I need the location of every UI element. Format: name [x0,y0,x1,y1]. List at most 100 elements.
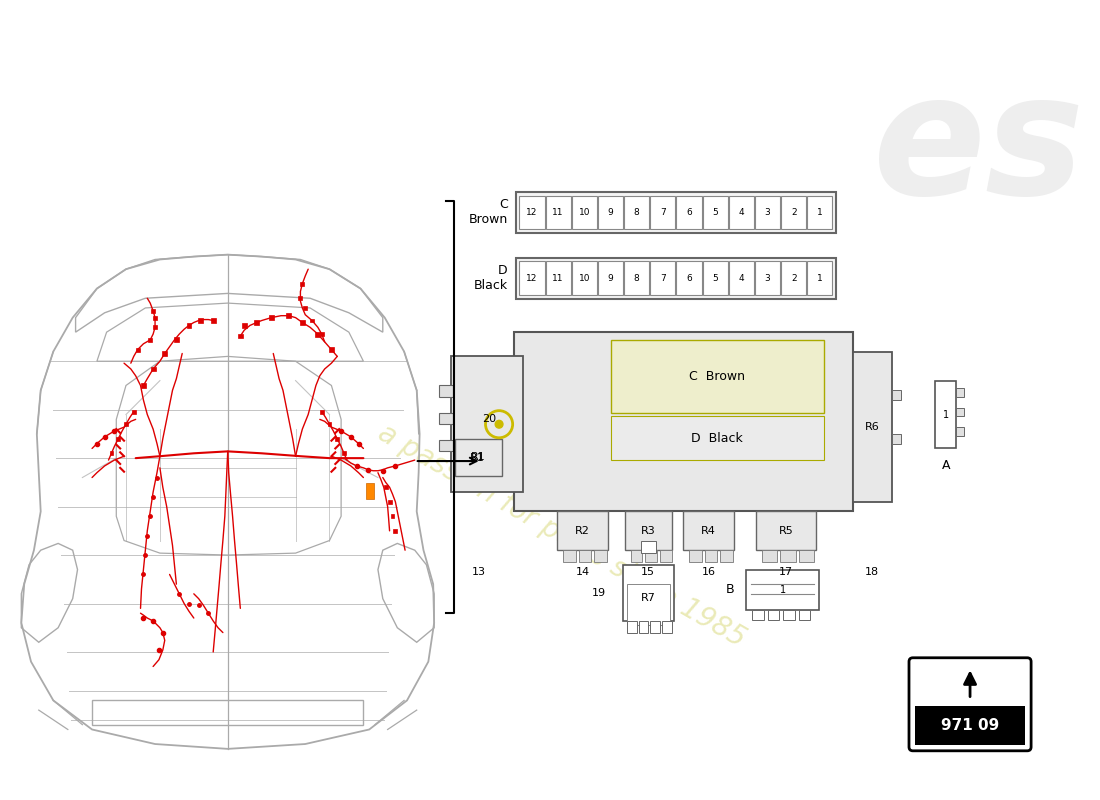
Text: 2: 2 [791,208,796,217]
Bar [892,434,901,444]
Text: D
Black: D Black [474,264,508,292]
Bar [799,550,814,562]
Bar [598,262,623,295]
Text: R1: R1 [472,452,486,462]
Text: 1: 1 [780,585,785,595]
Text: 18: 18 [865,566,879,577]
Bar [598,195,623,230]
Bar [662,621,672,633]
Bar [211,318,216,323]
Text: R2: R2 [575,526,590,536]
Bar [579,550,591,562]
Bar [516,192,836,234]
Bar [610,340,824,413]
Text: 8: 8 [634,208,639,217]
Text: 9: 9 [607,208,614,217]
Text: 20: 20 [482,414,496,424]
Bar [720,550,733,562]
Text: 5: 5 [713,274,718,283]
Bar [141,383,146,388]
Bar [768,610,779,620]
Bar [516,258,836,299]
Text: 19: 19 [592,588,606,598]
Bar [546,195,571,230]
Bar [254,320,260,325]
Bar [124,422,128,426]
Text: 14: 14 [575,566,590,577]
Text: 11: 11 [552,274,564,283]
Text: A: A [942,459,950,472]
Bar [174,338,179,342]
Bar [328,422,331,426]
Text: 2: 2 [791,274,796,283]
Bar [439,440,452,451]
Bar [546,262,571,295]
Bar [625,511,672,550]
Bar [304,306,307,310]
Bar [650,262,675,295]
Bar [783,610,794,620]
Text: R1: R1 [470,453,485,463]
Bar [935,381,957,449]
Bar [514,332,852,511]
Bar [153,316,157,319]
Text: 11: 11 [552,208,564,217]
Bar [300,282,305,286]
Bar [650,195,675,230]
Bar [336,437,339,441]
Text: 10: 10 [579,208,590,217]
Bar [187,323,191,328]
Text: 6: 6 [686,274,692,283]
Bar [153,326,157,330]
Text: 7: 7 [660,208,666,217]
Bar [746,570,818,610]
Bar [198,318,204,323]
Bar [623,565,673,621]
Bar [639,621,648,633]
Text: 3: 3 [764,208,770,217]
Bar [439,413,452,424]
Text: B: B [726,583,735,597]
Text: 16: 16 [702,566,715,577]
Bar [394,529,397,533]
Bar [310,318,314,322]
Text: R3: R3 [641,526,656,536]
Text: 10: 10 [579,274,590,283]
Bar [892,390,901,400]
Bar [756,511,816,550]
Bar [761,550,778,562]
Bar [728,262,754,295]
Bar [132,410,135,414]
Bar [646,550,657,562]
Text: 1: 1 [817,208,823,217]
Bar [752,610,763,620]
Text: R4: R4 [701,526,716,536]
Bar [650,621,660,633]
Bar [300,320,305,325]
FancyBboxPatch shape [909,658,1031,751]
Text: 13: 13 [472,566,486,577]
Bar [316,332,320,337]
Text: 4: 4 [738,274,745,283]
Text: 15: 15 [641,566,656,577]
Bar [627,584,670,625]
Bar [148,338,152,342]
Bar [384,486,387,489]
Bar [631,550,642,562]
Bar [703,262,728,295]
Bar [320,410,323,414]
Bar [268,315,274,320]
Bar [390,514,395,518]
Bar [660,550,672,562]
Bar [151,309,155,313]
Bar [728,195,754,230]
Bar [387,500,392,504]
Bar [780,550,795,562]
Bar [519,195,544,230]
Bar [451,356,524,492]
Text: R6: R6 [865,422,880,432]
Bar [455,438,502,475]
Bar [151,366,155,371]
Text: 17: 17 [779,566,793,577]
Bar [298,296,302,300]
